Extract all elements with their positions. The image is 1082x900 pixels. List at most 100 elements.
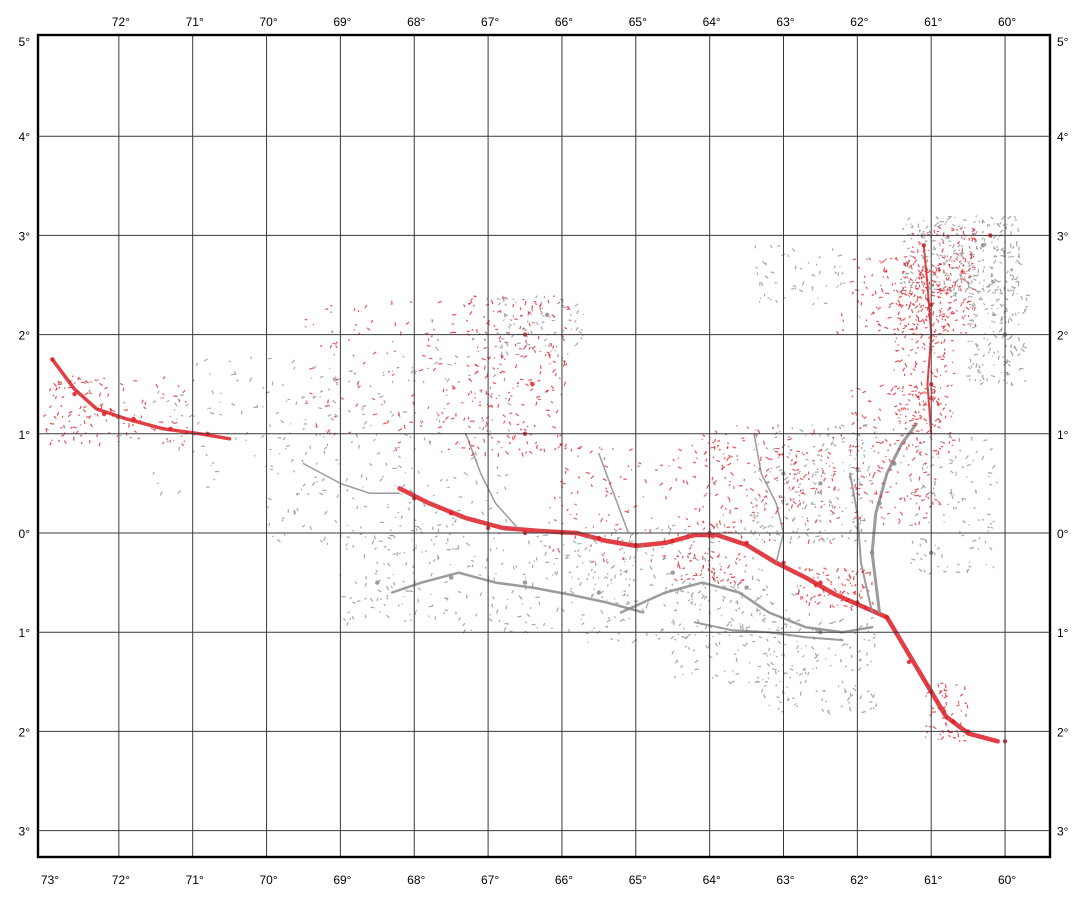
water-fragment [943, 571, 946, 572]
water-fragment [644, 530, 646, 531]
right-latitude-label: 0° [1057, 527, 1069, 541]
water-fragment [910, 329, 914, 330]
water-fragment [911, 265, 913, 266]
water-fragment [919, 285, 920, 286]
water-fragment [946, 221, 948, 222]
water-point [449, 511, 453, 515]
water-fragment [767, 655, 768, 657]
water-fragment [818, 515, 820, 516]
water-fragment [736, 426, 737, 427]
water-fragment [926, 555, 927, 556]
water-fragment [520, 379, 524, 380]
water-fragment [905, 428, 907, 429]
water-fragment [555, 558, 558, 559]
water-fragment [624, 571, 628, 572]
water-fragment [797, 451, 801, 452]
water-fragment [993, 364, 994, 365]
water-fragment [982, 364, 983, 366]
water-fragment [815, 536, 819, 537]
water-fragment [927, 467, 928, 468]
water-fragment [330, 305, 332, 306]
water-fragment [1015, 313, 1016, 316]
water-fragment [763, 653, 766, 654]
water-fragment [73, 427, 77, 428]
left-latitude-label: 2° [19, 725, 31, 739]
water-fragment [842, 441, 844, 442]
water-fragment [826, 575, 829, 576]
water-fragment [536, 303, 537, 305]
water-fragment [926, 496, 927, 497]
water-fragment [863, 425, 864, 426]
water-fragment [163, 442, 164, 445]
water-fragment [915, 495, 919, 496]
water-fragment [268, 358, 272, 359]
water-fragment [910, 302, 911, 303]
top-longitude-label: 69° [333, 15, 351, 29]
water-fragment [620, 549, 621, 551]
water-fragment [607, 626, 608, 627]
water-fragment [935, 545, 936, 546]
water-fragment [310, 446, 311, 449]
water-fragment [475, 398, 476, 399]
water-fragment [749, 682, 750, 683]
water-fragment [528, 333, 529, 334]
water-fragment [766, 448, 768, 449]
water-fragment [764, 294, 765, 296]
top-longitude-label: 60° [998, 15, 1016, 29]
water-fragment [822, 468, 823, 469]
water-fragment [422, 552, 423, 553]
water-fragment [445, 582, 448, 583]
water-fragment [806, 645, 807, 646]
water-fragment [548, 300, 549, 303]
water-fragment [937, 453, 938, 455]
water-fragment [500, 364, 502, 365]
water-fragment [833, 463, 834, 464]
water-fragment [690, 560, 691, 561]
water-fragment [869, 473, 870, 475]
water-fragment [85, 383, 86, 384]
bottom-longitude-label: 73° [41, 873, 59, 887]
water-fragment [445, 379, 447, 380]
water-fragment [392, 381, 393, 383]
water-fragment [747, 427, 748, 429]
water-fragment [961, 722, 962, 725]
water-fragment [527, 426, 528, 427]
water-point [744, 541, 748, 545]
water-fragment [1023, 347, 1027, 348]
water-fragment [397, 367, 399, 368]
water-fragment [938, 684, 939, 688]
water-fragment [986, 564, 987, 565]
water-fragment [840, 591, 841, 594]
water-fragment [615, 575, 616, 579]
water-fragment [970, 482, 973, 483]
water-fragment [782, 633, 783, 635]
water-fragment [926, 726, 928, 727]
water-fragment [457, 382, 460, 383]
water-point [168, 427, 172, 431]
water-fragment [487, 558, 488, 561]
water-fragment [740, 636, 744, 637]
water-fragment [927, 423, 928, 424]
water-fragment [793, 479, 794, 480]
water-fragment [736, 564, 737, 565]
water-fragment [695, 634, 696, 635]
water-fragment [855, 484, 856, 488]
water-fragment [839, 621, 841, 622]
water-fragment [505, 313, 506, 317]
water-fragment [911, 391, 913, 392]
water-fragment [492, 419, 493, 420]
water-fragment [713, 457, 714, 458]
water-fragment [910, 280, 911, 283]
water-fragment [970, 258, 972, 259]
water-point [877, 501, 881, 505]
water-fragment [919, 321, 923, 322]
water-fragment [510, 631, 513, 632]
water-fragment [520, 308, 521, 311]
water-fragment [934, 323, 935, 324]
water-fragment [1006, 345, 1007, 348]
water-fragment [678, 634, 679, 635]
water-fragment [697, 458, 698, 459]
water-fragment [322, 490, 326, 491]
water-fragment [938, 398, 939, 400]
water-fragment [844, 470, 845, 471]
